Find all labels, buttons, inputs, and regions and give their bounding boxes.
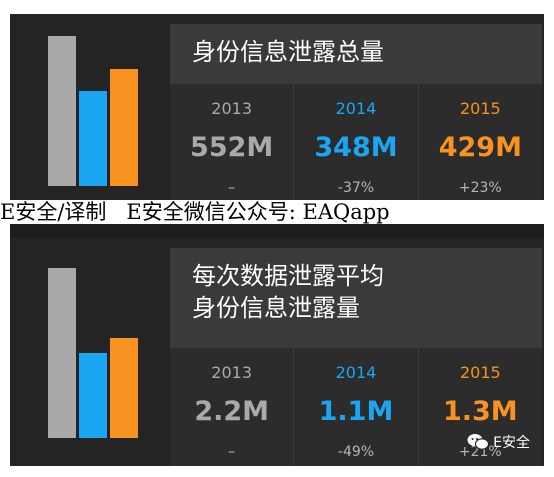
- bar-chart-icon-svg: [48, 36, 138, 186]
- stat-2014: 2014 348M -37%: [294, 84, 419, 214]
- bar-2013: [48, 268, 76, 438]
- stat-2013: 2013 2.2M –: [170, 348, 295, 466]
- stats-row: 2013 2.2M – 2014 1.1M -49% 2015 1.3M +21…: [170, 348, 542, 466]
- badge-label: E安全: [493, 435, 530, 451]
- stats-row: 2013 552M – 2014 348M -37% 2015 429M +23…: [170, 84, 542, 214]
- bar-chart-icon-svg: [48, 268, 138, 438]
- stat-change: -37%: [337, 180, 375, 196]
- stat-value: 429M: [438, 132, 522, 163]
- bar-2013: [48, 36, 76, 186]
- stat-year: 2013: [211, 99, 253, 118]
- stat-2014: 2014 1.1M -49%: [294, 348, 419, 466]
- stat-change: -49%: [337, 444, 375, 460]
- bar-chart-icon: [48, 36, 140, 186]
- total-breach-panel: 身份信息泄露总量 2013 552M – 2014 348M -37% 2015…: [10, 14, 544, 214]
- panel-title-line-2: 身份信息泄露量: [192, 294, 360, 322]
- stat-value: 2.2M: [194, 396, 270, 427]
- stat-2015: 2015 429M +23%: [418, 84, 542, 214]
- panel-title-text: 身份信息泄露总量: [192, 38, 384, 66]
- stat-change: +23%: [458, 180, 502, 196]
- average-breach-panel: 每次数据泄露平均 身份信息泄露量 2013 2.2M – 2014 1.1M -…: [10, 238, 544, 466]
- bar-2014: [79, 353, 107, 438]
- stat-year: 2015: [459, 99, 501, 118]
- infographic-frame: 身份信息泄露总量 2013 552M – 2014 348M -37% 2015…: [10, 14, 544, 466]
- stat-value: 1.1M: [318, 396, 394, 427]
- stat-change: –: [228, 180, 236, 196]
- watermark-text: E安全/译制 E安全微信公众号: EAQapp: [0, 200, 554, 224]
- panel-title: 身份信息泄露总量: [170, 24, 542, 84]
- stat-2013: 2013 552M –: [170, 84, 295, 214]
- stat-change: –: [228, 444, 236, 460]
- bar-2015: [110, 338, 138, 438]
- wechat-icon: [467, 433, 490, 451]
- source-badge: E安全: [467, 432, 530, 452]
- stat-year: 2013: [211, 363, 253, 382]
- stat-change: +21%: [458, 444, 502, 460]
- bar-chart-icon: [48, 268, 140, 438]
- stat-year: 2014: [335, 363, 377, 382]
- stat-year: 2014: [335, 99, 377, 118]
- stat-year: 2015: [459, 363, 501, 382]
- bar-2015: [110, 69, 138, 186]
- stat-value: 552M: [190, 132, 274, 163]
- bar-2014: [79, 91, 107, 186]
- panel-title: 每次数据泄露平均 身份信息泄露量: [170, 248, 542, 348]
- panel-title-line-1: 每次数据泄露平均: [192, 262, 384, 290]
- stat-2015: 2015 1.3M +21%: [418, 348, 542, 466]
- stat-value: 348M: [314, 132, 398, 163]
- stat-value: 1.3M: [442, 396, 518, 427]
